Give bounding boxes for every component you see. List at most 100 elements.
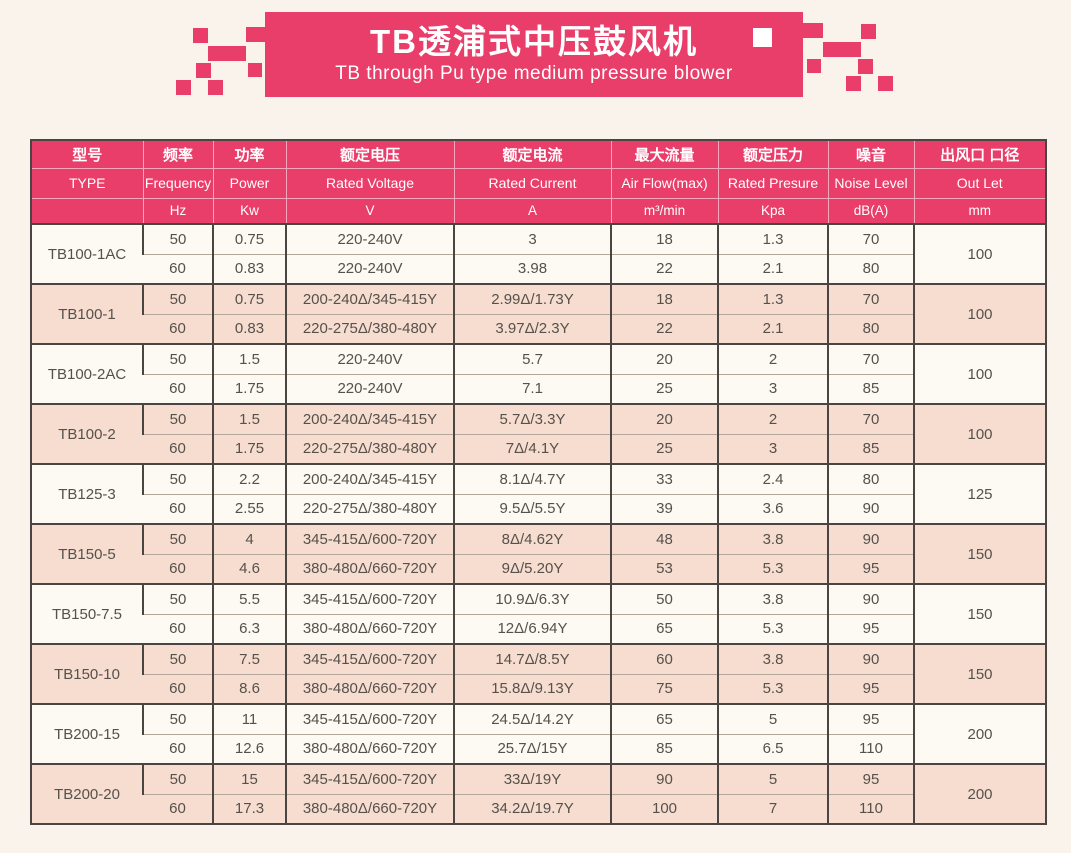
current-cell: 15.8Δ/9.13Y xyxy=(453,673,611,704)
table-row: 60 6.3 380-480Δ/660-720Y 12Δ/6.94Y 65 5.… xyxy=(31,613,1046,644)
current-cell: 9.5Δ/5.5Y xyxy=(453,493,611,524)
noise-cell: 70 xyxy=(827,403,914,434)
voltage-cell: 200-240Δ/345-415Y xyxy=(285,283,454,314)
header-frequency-unit: Hz xyxy=(142,197,213,224)
airflow-cell: 65 xyxy=(610,703,718,734)
power-cell: 1.75 xyxy=(212,433,286,464)
frequency-cell: 60 xyxy=(143,313,213,344)
current-cell: 34.2Δ/19.7Y xyxy=(453,793,611,824)
frequency-cell: 50 xyxy=(142,463,213,494)
airflow-cell: 75 xyxy=(610,673,718,704)
header-power-en: Power xyxy=(212,167,286,198)
power-cell: 0.75 xyxy=(212,223,286,254)
power-cell: 2.55 xyxy=(212,493,286,524)
power-cell: 0.75 xyxy=(212,283,286,314)
pressure-cell: 2 xyxy=(717,403,828,434)
noise-cell: 85 xyxy=(827,373,914,404)
voltage-cell: 200-240Δ/345-415Y xyxy=(285,463,454,494)
voltage-cell: 345-415Δ/600-720Y xyxy=(285,643,454,674)
banner-white-square xyxy=(753,28,772,47)
airflow-cell: 48 xyxy=(610,523,718,554)
airflow-cell: 33 xyxy=(610,463,718,494)
model-cell: TB200-20 xyxy=(31,763,143,824)
header-noise-cn: 噪音 xyxy=(827,140,914,168)
current-cell: 24.5Δ/14.2Y xyxy=(453,703,611,734)
current-cell: 3.98 xyxy=(453,253,611,284)
current-cell: 5.7Δ/3.3Y xyxy=(453,403,611,434)
frequency-cell: 50 xyxy=(142,283,213,314)
frequency-cell: 60 xyxy=(143,373,213,404)
header-outlet-en: Out Let xyxy=(913,167,1046,198)
noise-cell: 95 xyxy=(827,673,914,704)
noise-cell: 95 xyxy=(827,613,914,644)
noise-cell: 80 xyxy=(827,253,914,284)
header-outlet-unit: mm xyxy=(913,197,1046,224)
header-type-cn: 型号 xyxy=(31,140,143,168)
voltage-cell: 220-240V xyxy=(285,343,454,374)
power-cell: 5.5 xyxy=(212,583,286,614)
table-row: TB100-1 50 0.75 200-240Δ/345-415Y 2.99Δ/… xyxy=(31,283,1046,344)
noise-cell: 90 xyxy=(827,523,914,554)
airflow-cell: 85 xyxy=(610,733,718,764)
airflow-cell: 20 xyxy=(610,403,718,434)
header-voltage-cn: 额定电压 xyxy=(285,140,454,168)
table-row: 60 1.75 220-240V 7.1 25 3 85 xyxy=(31,373,1046,404)
current-cell: 8.1Δ/4.7Y xyxy=(453,463,611,494)
noise-cell: 110 xyxy=(827,793,914,824)
table-body: TB100-1AC 50 0.75 220-240V 3 18 1.3 70 1… xyxy=(31,223,1046,824)
pressure-cell: 5 xyxy=(717,763,828,794)
table-row: 60 4.6 380-480Δ/660-720Y 9Δ/5.20Y 53 5.3… xyxy=(31,553,1046,584)
power-cell: 1.5 xyxy=(212,403,286,434)
table-row: TB150-10 50 7.5 345-415Δ/600-720Y 14.7Δ/… xyxy=(31,643,1046,704)
table-row: 60 8.6 380-480Δ/660-720Y 15.8Δ/9.13Y 75 … xyxy=(31,673,1046,704)
voltage-cell: 345-415Δ/600-720Y xyxy=(285,583,454,614)
pressure-cell: 5.3 xyxy=(717,673,828,704)
noise-cell: 70 xyxy=(827,223,914,254)
frequency-cell: 60 xyxy=(143,553,213,584)
pixel-decoration-left xyxy=(176,27,266,95)
voltage-cell: 200-240Δ/345-415Y xyxy=(285,403,454,434)
pressure-cell: 3 xyxy=(717,373,828,404)
frequency-cell: 60 xyxy=(143,433,213,464)
noise-cell: 90 xyxy=(827,583,914,614)
header-pressure-en: Rated Presure xyxy=(717,167,828,198)
header-frequency-en: Frequency xyxy=(142,167,213,198)
header-frequency-cn: 频率 xyxy=(142,140,213,168)
outlet-cell: 150 xyxy=(913,523,1046,584)
table-row: TB125-3 50 2.2 200-240Δ/345-415Y 8.1Δ/4.… xyxy=(31,463,1046,524)
airflow-cell: 53 xyxy=(610,553,718,584)
voltage-cell: 220-275Δ/380-480Y xyxy=(285,313,454,344)
table-row: 60 12.6 380-480Δ/660-720Y 25.7Δ/15Y 85 6… xyxy=(31,733,1046,764)
frequency-cell: 60 xyxy=(143,793,213,824)
airflow-cell: 22 xyxy=(610,253,718,284)
frequency-cell: 50 xyxy=(142,403,213,434)
outlet-cell: 100 xyxy=(913,403,1046,464)
voltage-cell: 380-480Δ/660-720Y xyxy=(285,733,454,764)
header-power-cn: 功率 xyxy=(212,140,286,168)
table-row: TB150-5 50 4 345-415Δ/600-720Y 8Δ/4.62Y … xyxy=(31,523,1046,584)
header-voltage-en: Rated Voltage xyxy=(285,167,454,198)
airflow-cell: 100 xyxy=(610,793,718,824)
header-power-unit: Kw xyxy=(212,197,286,224)
voltage-cell: 345-415Δ/600-720Y xyxy=(285,703,454,734)
power-cell: 7.5 xyxy=(212,643,286,674)
pressure-cell: 5.3 xyxy=(717,613,828,644)
pressure-cell: 3.8 xyxy=(717,523,828,554)
banner-subtitle: TB through Pu type medium pressure blowe… xyxy=(335,63,733,85)
airflow-cell: 20 xyxy=(610,343,718,374)
header-noise-unit: dB(A) xyxy=(827,197,914,224)
model-cell: TB100-1 xyxy=(31,283,143,344)
pressure-cell: 5 xyxy=(717,703,828,734)
pressure-cell: 3.8 xyxy=(717,643,828,674)
frequency-cell: 60 xyxy=(143,613,213,644)
pressure-cell: 5.3 xyxy=(717,553,828,584)
table-row: TB100-1AC 50 0.75 220-240V 3 18 1.3 70 1… xyxy=(31,223,1046,284)
noise-cell: 90 xyxy=(827,643,914,674)
header-current-en: Rated Current xyxy=(453,167,611,198)
table-row: TB100-2 50 1.5 200-240Δ/345-415Y 5.7Δ/3.… xyxy=(31,403,1046,464)
table-header: 型号 频率 功率 额定电压 额定电流 最大流量 额定压力 噪音 出风口 口径 T… xyxy=(31,140,1046,224)
model-cell: TB100-1AC xyxy=(31,223,143,284)
current-cell: 5.7 xyxy=(453,343,611,374)
pressure-cell: 2.1 xyxy=(717,253,828,284)
